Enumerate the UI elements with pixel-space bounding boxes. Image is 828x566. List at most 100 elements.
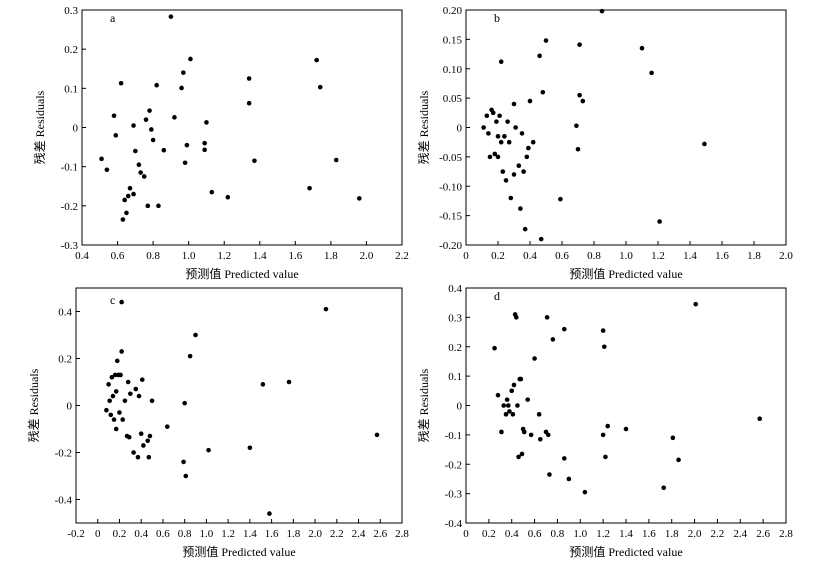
data-point bbox=[181, 70, 186, 75]
x-tick-label: 0.8 bbox=[178, 528, 192, 540]
data-point bbox=[518, 206, 523, 211]
x-axis-title: 预测值 Predicted value bbox=[182, 544, 295, 559]
data-point bbox=[139, 377, 145, 382]
data-point bbox=[603, 454, 608, 460]
data-point bbox=[143, 117, 149, 122]
data-point bbox=[498, 59, 504, 64]
x-tick-label: 0.2 bbox=[491, 250, 505, 262]
data-point bbox=[511, 172, 517, 177]
panel-a: 0.4 0.6 0.8 1.0 1.2 1.4 1.6 1.8 2.0 2.2 -0.3 -0.2 -0… bbox=[33, 5, 409, 281]
data-point bbox=[179, 85, 184, 91]
data-point bbox=[511, 101, 517, 107]
data-point bbox=[119, 299, 124, 305]
data-point bbox=[112, 372, 118, 378]
data-point bbox=[247, 445, 253, 451]
data-point bbox=[117, 410, 122, 415]
x-tick-label: 0 bbox=[95, 528, 101, 540]
data-point bbox=[561, 456, 567, 461]
x-tick-label: 1.8 bbox=[286, 528, 300, 540]
data-point bbox=[122, 197, 127, 203]
data-point bbox=[114, 358, 120, 364]
data-point bbox=[125, 379, 131, 385]
data-point bbox=[107, 398, 112, 404]
x-tick-label: 2.6 bbox=[373, 528, 387, 540]
data-point bbox=[670, 435, 676, 441]
x-tick-label: 1.4 bbox=[683, 250, 697, 262]
data-point bbox=[202, 147, 207, 153]
y-tick-label: -0.3 bbox=[445, 489, 463, 501]
y-tick-label: -0.4 bbox=[445, 518, 463, 530]
data-point bbox=[661, 485, 667, 491]
panel-letter: d bbox=[494, 289, 500, 303]
y-tick-label: -0.2 bbox=[55, 448, 72, 460]
data-point bbox=[131, 450, 136, 455]
x-axis-title: 预测值 Predicted value bbox=[185, 266, 298, 281]
data-point bbox=[522, 226, 528, 232]
data-point bbox=[504, 397, 510, 402]
data-point bbox=[519, 451, 525, 457]
y-tick-label: 0.20 bbox=[443, 5, 463, 17]
data-point bbox=[518, 376, 524, 382]
x-tick-label: 1.6 bbox=[288, 250, 302, 262]
x-tick-label: 0.6 bbox=[555, 250, 569, 262]
x-tick-label: 1.8 bbox=[665, 528, 679, 540]
data-point bbox=[530, 139, 536, 145]
data-point bbox=[118, 372, 123, 378]
y-axis-title: 残差 Residuals bbox=[27, 368, 41, 442]
data-point bbox=[120, 417, 126, 422]
data-point bbox=[757, 416, 763, 422]
data-point bbox=[145, 203, 151, 209]
data-point bbox=[146, 454, 152, 460]
data-point bbox=[537, 53, 542, 59]
data-point bbox=[149, 398, 155, 404]
y-tick-label: 0.3 bbox=[448, 312, 462, 324]
x-tick-label: 0.6 bbox=[528, 528, 542, 540]
x-tick-label: 0 bbox=[463, 250, 469, 262]
data-point bbox=[600, 328, 606, 333]
x-axis-title: 预测值 Predicted value bbox=[569, 266, 682, 281]
data-point bbox=[580, 98, 586, 104]
data-point bbox=[500, 169, 506, 174]
y-tick-label: -0.2 bbox=[61, 201, 78, 213]
data-point bbox=[502, 134, 507, 139]
data-point bbox=[246, 76, 252, 81]
data-point bbox=[486, 131, 491, 136]
x-tick-label: 2.4 bbox=[352, 528, 366, 540]
data-point bbox=[497, 113, 502, 119]
y-tick-label: 0 bbox=[67, 401, 73, 413]
y-axis-title: 残差 Residuals bbox=[33, 90, 47, 164]
x-tick-label: 1.6 bbox=[642, 528, 656, 540]
data-point bbox=[183, 473, 189, 479]
data-point bbox=[118, 80, 124, 86]
y-tick-label: 0.1 bbox=[448, 371, 462, 383]
x-tick-label: 1.8 bbox=[747, 250, 761, 262]
data-point bbox=[561, 326, 567, 332]
data-point bbox=[511, 382, 517, 388]
x-tick-label: 1.2 bbox=[596, 528, 610, 540]
data-point bbox=[104, 407, 109, 413]
y-tick-label: -0.2 bbox=[445, 459, 462, 471]
x-tick-label: 1.2 bbox=[217, 250, 231, 262]
data-point bbox=[582, 489, 588, 495]
data-point bbox=[136, 393, 142, 399]
data-point bbox=[575, 146, 581, 152]
panel-letter: b bbox=[494, 11, 500, 25]
x-tick-label: 0.4 bbox=[134, 528, 148, 540]
data-point bbox=[187, 353, 193, 359]
panel-d: 0 0.2 0.4 0.6 0.8 1.0 1.2 1.4 1.6 1.8 2.0 2.2 2.4 2.6… bbox=[417, 283, 793, 559]
x-tick-label: -0.2 bbox=[67, 528, 84, 540]
data-point bbox=[260, 382, 266, 387]
data-point bbox=[104, 167, 110, 173]
data-point bbox=[516, 454, 521, 460]
data-point bbox=[182, 400, 187, 406]
data-point bbox=[536, 412, 542, 417]
data-point bbox=[110, 393, 116, 399]
data-point bbox=[503, 178, 509, 183]
data-point bbox=[601, 344, 607, 350]
y-tick-label: -0.10 bbox=[439, 181, 462, 193]
y-tick-label: 0.05 bbox=[443, 93, 463, 105]
data-point bbox=[544, 315, 550, 320]
y-axis-title: 残差 Residuals bbox=[417, 90, 431, 164]
data-point bbox=[558, 196, 563, 202]
data-point bbox=[314, 57, 319, 63]
